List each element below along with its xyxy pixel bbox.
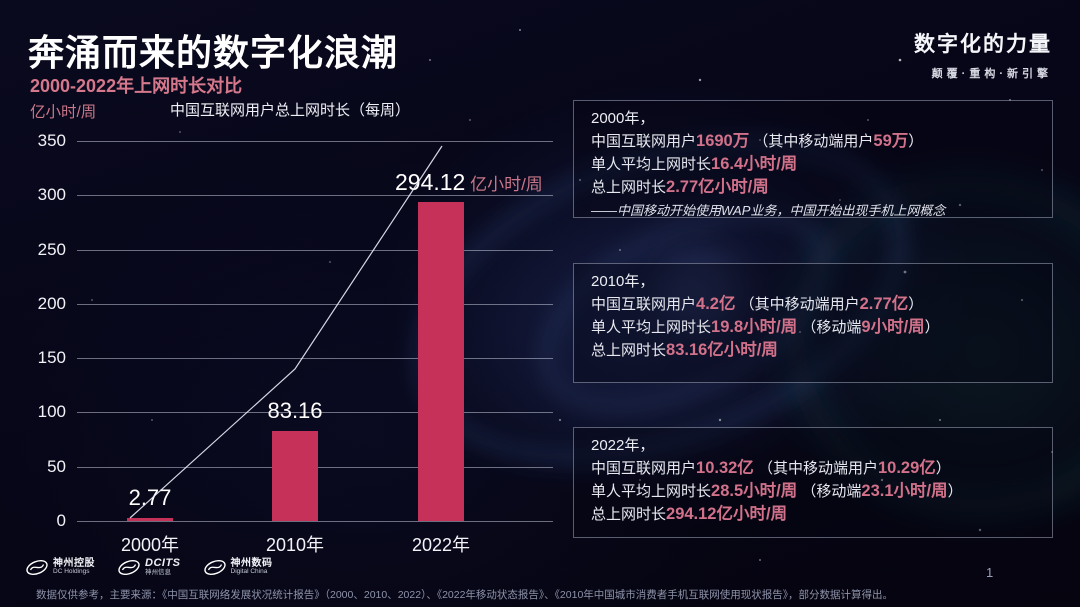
accent-value: 19.8小时/周: [711, 318, 798, 336]
accent-value: 16.4小时/周: [711, 155, 798, 173]
panel-text: 中国互联网用户: [591, 133, 697, 150]
accent-value: 83.16亿小时/周: [666, 341, 778, 359]
panel-line: 总上网时长83.16亿小时/周: [591, 339, 1035, 362]
panel-text: 单人平均上网时长: [591, 483, 712, 500]
gridline: [77, 141, 553, 142]
y-tick-label: 300: [37, 185, 66, 205]
info-panel: 2010年， 中国互联网用户4.2亿 （其中移动端用户2.77亿） 单人平均上网时长…: [573, 263, 1053, 383]
gridline: [77, 249, 553, 251]
panel-line: 总上网时长294.12亿小时/周: [591, 503, 1035, 526]
accent-value: 23.1小时/周: [861, 482, 948, 500]
logo-digital-china: 神州数码 Digital China: [203, 558, 273, 576]
bar-value-number: 83.16: [267, 398, 323, 423]
panel-text: 单人平均上网时长: [591, 156, 712, 173]
accent-value: 59万: [873, 132, 909, 150]
brand-block: 数字化的力量 颠覆·重构·新引擎: [914, 28, 1052, 81]
accent-value: 9小时/周: [861, 318, 925, 336]
gridline: [77, 521, 553, 522]
panel-text: 总上网时长: [591, 506, 667, 523]
info-panel: 2000年， 中国互联网用户1690万 （其中移动端用户59万） 单人平均上网时长1…: [573, 100, 1053, 218]
brand-tagline: 颠覆·重构·新引擎: [931, 68, 1052, 80]
x-axis-label: 2022年: [411, 535, 471, 555]
x-axis-label: 2010年: [265, 535, 325, 555]
accent-value: 28.5小时/周: [711, 482, 798, 500]
logo-name: DCITS: [145, 557, 181, 569]
galaxy-swirl-icon: [26, 559, 48, 575]
chart-title: 中国互联网用户总上网时长（每周）: [170, 102, 411, 119]
y-tick-label: 250: [37, 239, 66, 259]
panel-text: （其中移动端用户: [735, 296, 860, 313]
bar-value-label: 83.16: [267, 398, 322, 424]
bar-value-number: 294.12: [395, 169, 466, 195]
panel-text: ）: [935, 460, 951, 477]
accent-value: 4.2亿: [696, 295, 736, 313]
panel-text: （移动端: [797, 319, 862, 336]
x-axis-label: 2000年: [120, 535, 180, 555]
panel-heading: 2000年，: [591, 110, 655, 127]
panel-text: ）: [908, 296, 924, 313]
y-tick-label: 200: [37, 293, 66, 313]
info-panel: 2022年， 中国互联网用户10.32亿 （其中移动端用户10.29亿） 单人平均上…: [573, 427, 1053, 538]
panel-text: ）: [908, 133, 924, 150]
accent-value: 2.77亿小时/周: [666, 178, 769, 196]
panel-line: 单人平均上网时长28.5小时/周 （移动端23.1小时/周）: [591, 480, 1035, 503]
footer-logos: 神州控股 DC Holdings DCITS 神州信息 神州数码 Digital…: [25, 557, 273, 576]
bar: [127, 518, 173, 521]
panel-text: 单人平均上网时长: [591, 319, 712, 336]
bar: [418, 202, 464, 521]
panel-note: ——中国移动开始使用WAP业务，中国开始出现手机上网概念: [591, 203, 946, 218]
brand-name: 数字化的力量: [914, 33, 1052, 56]
panel-line: 总上网时长2.77亿小时/周: [591, 176, 1035, 199]
bar-value-label: 294.12 亿小时/周: [395, 169, 543, 196]
page-subtitle: 2000-2022年上网时长对比: [30, 76, 243, 96]
panel-text: 总上网时长: [591, 342, 667, 359]
y-tick-label: 100: [37, 402, 66, 422]
gridline: [77, 303, 553, 305]
gridline: [77, 358, 553, 360]
accent-value: 2.77亿: [859, 295, 909, 313]
panel-heading: 2010年，: [591, 273, 655, 290]
bar-value-unit: 亿小时/周: [465, 175, 543, 194]
page-title: 奔涌而来的数字化浪潮: [28, 32, 399, 73]
panel-line: 中国互联网用户10.32亿 （其中移动端用户10.29亿）: [591, 457, 1035, 480]
panel-text: 总上网时长: [591, 179, 667, 196]
galaxy-swirl-icon: [203, 559, 226, 575]
bar: [272, 431, 318, 521]
accent-value: 294.12亿小时/周: [666, 505, 788, 523]
bar-value-label: 2.77: [129, 485, 172, 511]
y-tick-label: 50: [47, 456, 66, 476]
accent-value: 10.32亿: [696, 459, 754, 477]
logo-subname: Digital China: [230, 568, 268, 576]
panel-line: 单人平均上网时长16.4小时/周: [591, 153, 1035, 176]
logo-name: 神州数码: [230, 557, 273, 569]
panel-text: 中国互联网用户: [591, 296, 697, 313]
galaxy-swirl-icon: [118, 559, 140, 575]
panel-text: （其中移动端用户: [749, 133, 874, 150]
panel-text: （移动端: [797, 483, 862, 500]
panel-line: 中国互联网用户1690万 （其中移动端用户59万）: [591, 130, 1035, 153]
panel-text: 中国互联网用户: [591, 460, 697, 477]
logo-dcits: DCITS 神州信息: [117, 557, 181, 576]
panel-text: （其中移动端用户: [753, 460, 878, 477]
y-tick-label: 150: [37, 348, 66, 368]
logo-subname: 神州信息: [145, 568, 171, 576]
panel-line: 中国互联网用户4.2亿 （其中移动端用户2.77亿）: [591, 293, 1035, 316]
y-tick-label: 0: [56, 511, 66, 530]
logo-dc-holdings: 神州控股 DC Holdings: [25, 558, 95, 576]
accent-value: 1690万: [696, 132, 750, 150]
panel-heading: 2022年，: [591, 437, 655, 454]
data-source-disclaimer: 数据仅供参考，主要来源：《中国互联网络发展状况统计报告》（2000、2010、2…: [36, 589, 894, 601]
logo-subname: DC Holdings: [53, 568, 90, 576]
y-tick-label: 350: [37, 131, 66, 150]
panel-text: ）: [947, 483, 963, 500]
page-number: 1: [986, 565, 994, 580]
y-axis-unit-label: 亿小时/周: [30, 104, 97, 121]
accent-value: 10.29亿: [877, 459, 936, 477]
panel-text: ）: [924, 319, 940, 336]
logo-name: 神州控股: [53, 557, 95, 569]
panel-line: 单人平均上网时长19.8小时/周 （移动端9小时/周）: [591, 316, 1035, 339]
bar-value-number: 2.77: [128, 485, 172, 510]
